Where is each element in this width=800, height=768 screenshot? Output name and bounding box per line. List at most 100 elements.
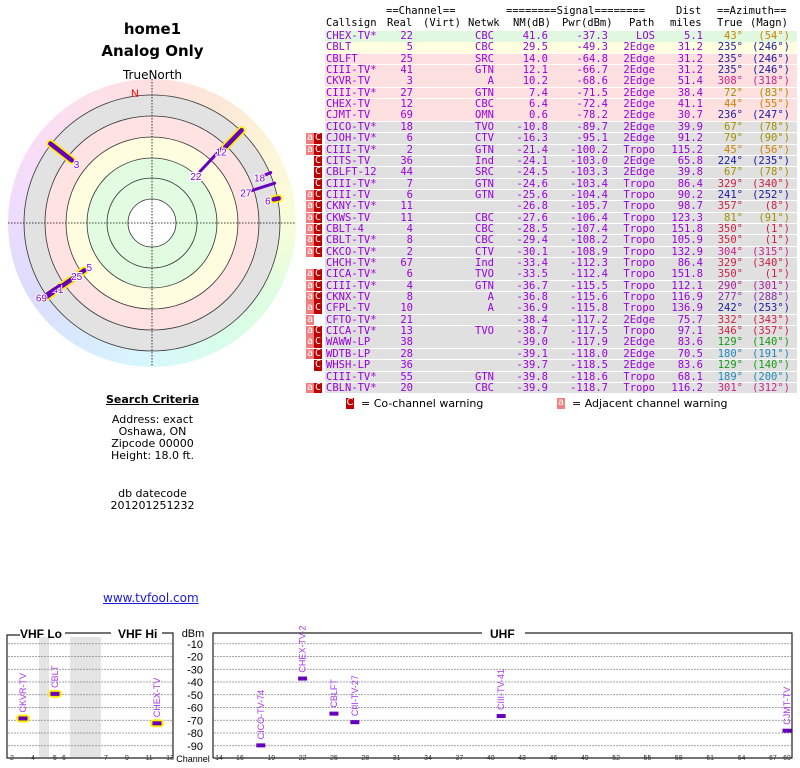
station-row[interactable]: CKNX-TV 8 A -36.8 -115.6 Tropo 116.9 277° (288°) (325, 292, 797, 304)
cell-call: CKVR-TV (326, 75, 371, 88)
cell-net: SRC (475, 52, 494, 65)
station-row[interactable]: CBLN-TV* 20 CBC -39.9 -118.7 Tropo 116.2 301° (3… (325, 381, 797, 395)
cell-magn: (56°) (758, 143, 790, 156)
cell-net: GTN (475, 370, 494, 383)
cell-call: WAWW-LP (326, 336, 371, 349)
station-row[interactable]: CKWS-TV 11 CBC -27.6 -106.4 Tropo 123.3 81° (91°… (325, 211, 797, 225)
station-row[interactable]: CKCO-TV* 2 CTV -30.1 -108.9 Tropo 132.9 304° (31… (325, 245, 797, 259)
station-row[interactable]: CHCH-TV* 67 Ind -33.4 -112.3 Tropo 86.4 329° (34… (325, 258, 797, 270)
vhf-hi-label: VHF Hi (118, 627, 157, 641)
cell-magn: (301°) (752, 279, 790, 292)
col-miles: miles (670, 17, 702, 29)
cell-true: 67° (724, 166, 743, 179)
cell-net: OMN (475, 109, 494, 122)
station-row[interactable]: CFPL-TV 10 A -36.9 -115.8 Tropo 136.9 242° (253°… (325, 303, 797, 315)
station-direction-mark (43, 283, 62, 297)
cell-call: CHCH-TV* (326, 257, 377, 269)
station-row[interactable]: CBLT-TV* 8 CBC -29.4 -108.2 Tropo 105.9 350° (1°… (325, 235, 797, 247)
station-row[interactable]: CBLT-4 4 CBC -28.5 -107.4 Tropo 151.8 350° (1°) (325, 222, 797, 236)
station-row[interactable]: CBLFT-12 44 SRC -24.5 -103.3 2Edge 39.8 67° (78°… (325, 167, 797, 179)
co-channel-warning-icon: C (314, 154, 322, 167)
cell-true: 235° (717, 52, 743, 65)
cell-dist: 86.4 (677, 257, 703, 269)
cell-nm: -39.1 (516, 347, 548, 360)
station-row[interactable]: CICO-TV* 18 TVO -10.8 -89.7 2Edge 39.9 67° (78°) (325, 121, 797, 134)
adjacent-channel-warning-icon: a (306, 132, 314, 144)
cell-magn: (246°) (752, 41, 790, 54)
cell-real: 11 (400, 200, 413, 213)
station-row[interactable]: WDTB-LP 28 -39.1 -118.0 2Edge 70.5 180° (191°) (325, 347, 797, 361)
station-row[interactable]: WHSH-LP 36 -39.7 -118.5 2Edge 83.6 129° (140°) (325, 360, 797, 372)
station-direction-mark (271, 196, 281, 202)
cell-magn: (253°) (752, 302, 790, 315)
cell-magn: (340°) (752, 257, 790, 269)
cell-net: Ind (475, 154, 494, 167)
station-row[interactable]: CIII-TV* 27 GTN 7.4 -71.5 2Edge 38.4 72° (83°) (325, 86, 797, 100)
y-tick-label: -80 (187, 728, 203, 740)
station-row[interactable]: CJOH-TV* 6 CTV -16.3 -95.1 2Edge 91.2 79° (90°) (325, 133, 797, 145)
cell-path: 2Edge (623, 86, 655, 99)
co-channel-warning-icon: C (314, 143, 322, 155)
cell-magn: (78°) (758, 166, 790, 179)
station-row[interactable]: CIII-TV* 2 GTN -21.4 -100.2 Tropo 115.2 45° (56°… (325, 143, 797, 156)
cell-real: 28 (400, 347, 413, 360)
cell-dist: 83.6 (677, 359, 703, 372)
cell-net: A (487, 75, 494, 88)
cell-real: 4 (406, 279, 413, 292)
cell-call: WDTB-LP (326, 347, 371, 360)
cell-true: 304° (717, 245, 743, 258)
station-row[interactable]: CIII-TV* 7 GTN -24.6 -103.4 Tropo 86.4 329° (340… (325, 178, 797, 191)
cell-real: 10 (400, 302, 413, 315)
cell-call: CBLN-TV* (326, 381, 377, 394)
station-row[interactable]: CIII-TV* 55 GTN -39.8 -118.6 Tropo 68.1 189° (20… (325, 370, 797, 383)
cell-pwr: -117.2 (570, 313, 608, 326)
cell-pwr: -105.7 (570, 200, 608, 213)
cell-call: CICA-TV* (326, 325, 377, 338)
station-row[interactable]: CIII-TV* 41 GTN 12.1 -66.7 2Edge 31.2 235° (246°… (325, 65, 797, 77)
station-row[interactable]: CKVR-TV 3 A 10.2 -68.6 2Edge 51.4 308° (318°) (325, 76, 797, 88)
channel-axis-label: Channel (176, 754, 210, 764)
signal-bar-label: CIII-TV-27 (350, 675, 360, 716)
cell-real: 38 (400, 336, 413, 349)
channel-tick-label: 16 (236, 755, 244, 762)
cell-dist: 115.2 (671, 143, 703, 156)
adjacent-channel-warning-icon: a (306, 336, 314, 348)
cell-pwr: -106.4 (570, 211, 608, 224)
cell-path: 2Edge (623, 347, 655, 360)
station-row[interactable]: CHEX-TV* 22 CBC 41.6 -37.3 LOS 5.1 43° (54°) (325, 31, 797, 43)
cell-nm: -33.5 (516, 268, 548, 281)
cell-path: Tropo (623, 222, 655, 235)
cell-true: 308° (717, 75, 743, 88)
station-row[interactable]: CKNY-TV* 11 -26.8 -105.7 Tropo 98.7 357° (8°) (325, 201, 797, 213)
cell-call: CIII-TV (326, 188, 371, 201)
cell-path: LOS (636, 30, 655, 42)
cell-call: CIII-TV* (326, 279, 377, 292)
station-row[interactable]: CICA-TV* 6 TVO -33.5 -112.4 Tropo 151.8 350° (1°… (325, 269, 797, 281)
station-row[interactable]: CITS-TV 36 Ind -24.1 -103.0 2Edge 65.8 224° (235… (325, 154, 797, 168)
tvfool-link[interactable]: www.tvfool.com (103, 591, 199, 605)
cell-true: 180° (717, 347, 743, 360)
station-row[interactable]: CICA-TV* 13 TVO -38.7 -117.5 Tropo 97.1 346° (35… (325, 326, 797, 338)
cell-true: 350° (717, 234, 743, 247)
cell-path: 2Edge (623, 98, 655, 111)
y-tick-label: -70 (187, 715, 203, 727)
cell-real: 8 (406, 291, 413, 304)
station-row[interactable]: CHEX-TV 12 CBC 6.4 -72.4 2Edge 41.1 44° (55°) (325, 99, 797, 111)
station-row[interactable]: CFTO-TV* 21 -38.4 -117.2 2Edge 75.7 332° (343°) (325, 313, 797, 327)
cell-true: 45° (724, 143, 743, 156)
cell-call: CFTO-TV* (326, 313, 377, 326)
cell-net: GTN (475, 86, 494, 99)
station-row[interactable]: WAWW-LP 38 -39.0 -117.9 2Edge 83.6 129° (140°) (325, 337, 797, 349)
cell-real: 27 (400, 86, 413, 99)
channel-tick-label: 69 (783, 755, 791, 762)
station-row[interactable]: CJMT-TV 69 OMN 0.6 -78.2 2Edge 30.7 236° (247°) (325, 110, 797, 122)
cell-true: 350° (717, 268, 743, 281)
station-row[interactable]: CIII-TV* 4 GTN -36.7 -115.5 Tropo 112.1 290° (30… (325, 279, 797, 293)
cell-real: 2 (406, 143, 413, 156)
station-row[interactable]: CBLFT 25 SRC 14.0 -64.8 2Edge 31.2 235° (246°) (325, 52, 797, 66)
station-row[interactable]: CBLT 5 CBC 29.5 -49.3 2Edge 31.2 235° (246°) (325, 42, 797, 54)
cell-real: 36 (400, 359, 413, 372)
station-row[interactable]: CIII-TV 6 GTN -25.6 -104.4 Tropo 90.2 241° (252°… (325, 188, 797, 202)
cell-magn: (288°) (752, 291, 790, 304)
cell-dist: 41.1 (677, 98, 703, 111)
